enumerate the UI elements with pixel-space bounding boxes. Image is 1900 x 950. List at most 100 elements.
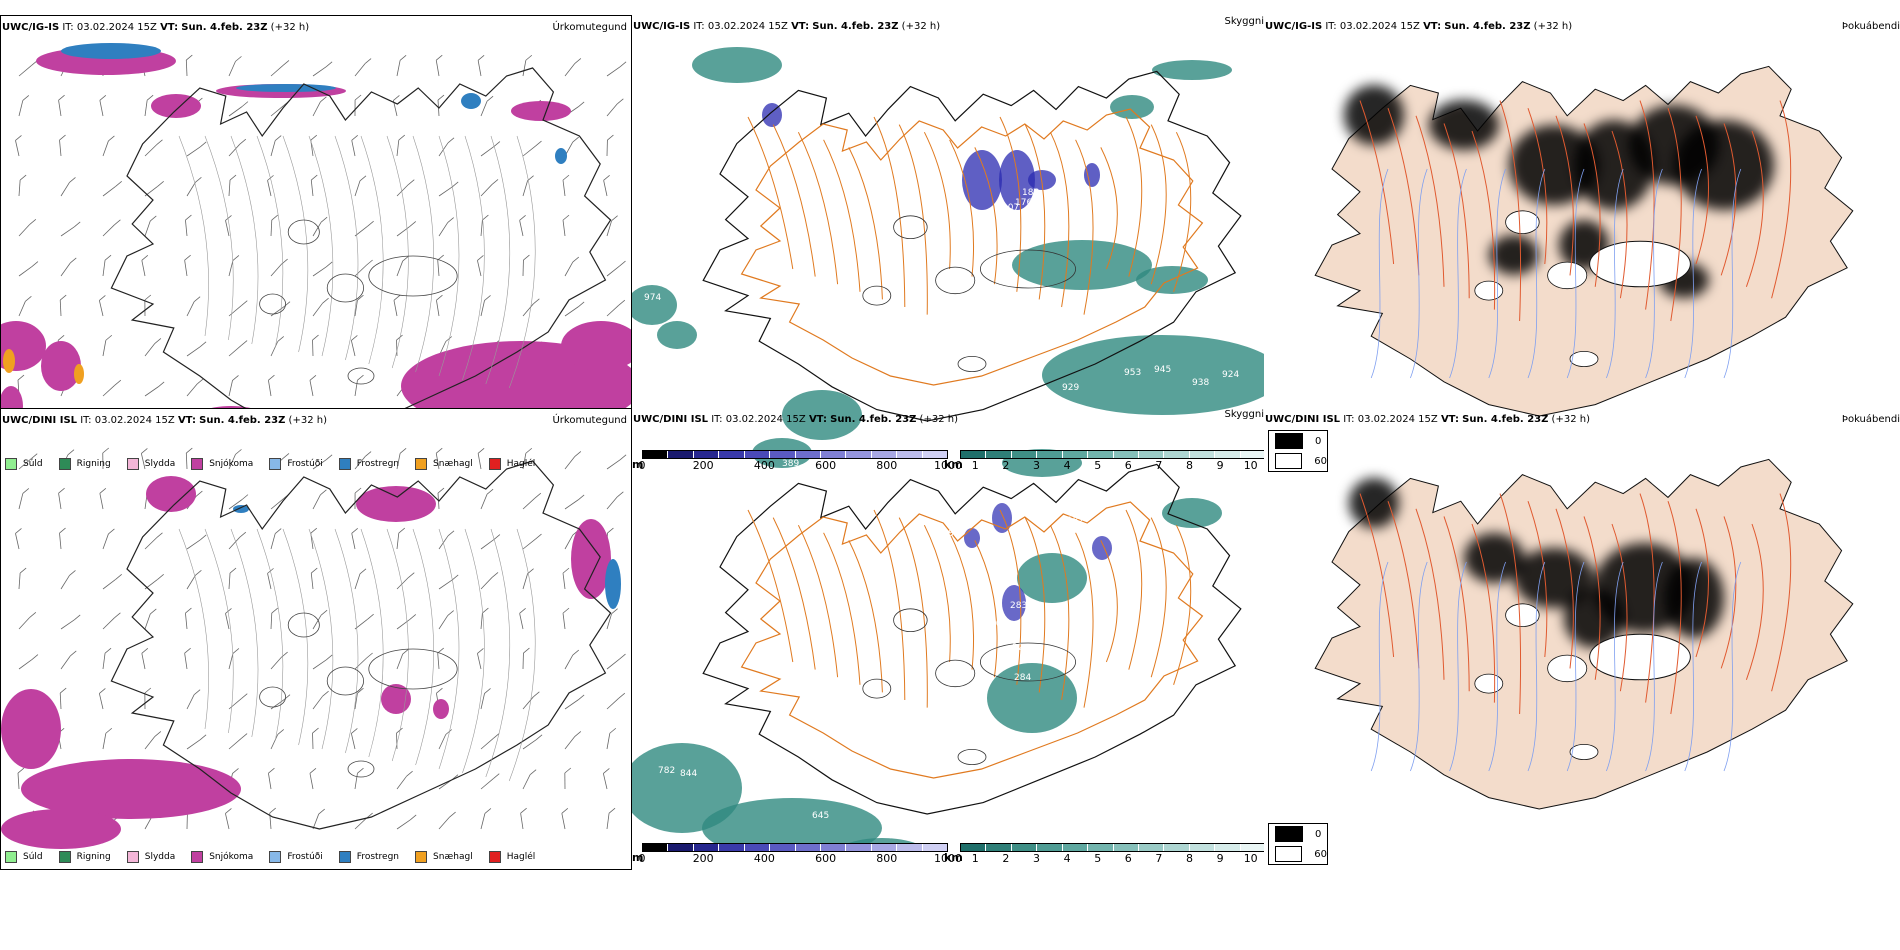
colorbar-cell (871, 844, 898, 851)
legend-swatch (269, 851, 282, 863)
colorbar-cell (1011, 844, 1038, 851)
colorbar-cell (693, 451, 720, 458)
legend-label: Frostregn (356, 852, 400, 862)
legend-label: Súld (23, 459, 43, 469)
legend-label: Haglél (506, 459, 536, 469)
legend-item: Slydda (126, 458, 176, 470)
colorbar-tick-label: 1000 (934, 852, 962, 865)
colorbar-cell (1113, 451, 1139, 458)
legend-swatch (126, 458, 139, 470)
fog-legend-item: 0 (1269, 824, 1327, 844)
visibility-value-label: 974 (644, 293, 661, 303)
legend-label: 0 (1315, 435, 1322, 447)
legend-swatch (58, 851, 71, 863)
colorbar-cell (897, 844, 923, 851)
legend-item: Snjókoma (191, 851, 253, 863)
colorbar-cell (795, 844, 821, 851)
legend-label: Snjókoma (209, 459, 254, 469)
panel-parameter-label: Úrkomutegund (552, 22, 627, 33)
legend-swatch (5, 458, 17, 470)
colorbar-tick-label: 0 (638, 852, 646, 865)
precip-type-legend: Súld Rigning Slydda Snjókoma Frostúði Frostre… (5, 458, 551, 470)
colorbar-tick-label: 400 (753, 852, 775, 865)
legend-swatch (415, 458, 428, 470)
colorbar-tick-label: 3 (1033, 852, 1040, 865)
visibility-value-label: 107 (1002, 203, 1019, 213)
colorbar-tick-label: 0 (638, 459, 646, 472)
legend-swatch (1275, 826, 1303, 842)
visibility-value-label: 312 (730, 83, 747, 93)
colorbar-cell (1189, 451, 1216, 458)
colorbar-cell (1189, 844, 1216, 851)
colorbar-cell (1062, 844, 1089, 851)
colorbar-tick-label: 1000 (934, 459, 962, 472)
legend-label: Slydda (144, 459, 176, 469)
legend-item: Frostregn (338, 458, 399, 470)
colorbar-cell (846, 844, 872, 851)
legend-label: Slydda (144, 852, 176, 862)
colorbar-cell (719, 451, 745, 458)
panel-title: UWC/IG-IS IT: 03.02.2024 15Z VT: Sun. 4.… (633, 21, 941, 32)
legend-label: Rigning (76, 459, 111, 469)
colorbar-cell (719, 844, 745, 851)
colorbar-tick-label: 10 (1243, 852, 1258, 865)
colorbar-cell (986, 844, 1012, 851)
colorbar-tick-label: 10 (1243, 459, 1258, 472)
legend-swatch (488, 851, 501, 863)
legend-label: Frostúði (287, 459, 323, 469)
legend-swatch (191, 458, 204, 470)
panel-parameter-label: Skyggni (1224, 16, 1264, 27)
visibility-value-label: 645 (812, 811, 829, 821)
visibility-value-label: 182 (1067, 516, 1084, 526)
precip-type-panel: UWC/IG-IS IT: 03.02.2024 15Z VT: Sun. 4.… (0, 15, 632, 477)
legend-item: Súld (5, 458, 43, 470)
legend-label: Rigning (76, 852, 111, 862)
visibility-m-colorbar: 0 200 400 600 800 1000 (638, 450, 962, 472)
legend-swatch (191, 851, 204, 863)
colorbar-tick-label: 8 (1186, 852, 1193, 865)
fog-indicator-map (1314, 458, 1854, 810)
colorbar-cell (922, 844, 948, 851)
colorbar-cell (1164, 451, 1190, 458)
fog-legend: 0 60 (1268, 430, 1328, 472)
legend-label: Haglél (506, 852, 536, 862)
colorbar-cell (1062, 451, 1089, 458)
legend-label: 60 (1314, 455, 1327, 467)
legend-item: Rigning (58, 458, 111, 470)
legend-item: Snæhagl (415, 458, 473, 470)
visibility-value-label: 844 (680, 769, 697, 779)
fog-indicator-map (1314, 65, 1854, 417)
colorbar-tick-label: 7 (1155, 459, 1163, 472)
colorbar-cell (1037, 844, 1063, 851)
visibility-value-label: 782 (658, 766, 675, 776)
fog-legend-item: 60 (1269, 844, 1327, 864)
visibility-m-colorbar: 0 200 400 600 800 1000 (638, 843, 962, 865)
colorbar-tick-label: 8 (1186, 459, 1193, 472)
precip-type-legend: Súld Rigning Slydda Snjókoma Frostúði Frostre… (5, 851, 551, 863)
colorbar-cell (668, 451, 694, 458)
legend-swatch (269, 458, 282, 470)
colorbar-cell (1138, 451, 1165, 458)
panel-title: UWC/DINI ISL IT: 03.02.2024 15Z VT: Sun.… (1265, 414, 1590, 425)
colorbar-tick-label: 5 (1094, 852, 1102, 865)
legend-swatch (5, 851, 17, 863)
colorbar-cell (1011, 451, 1038, 458)
visibility-value-label: 91 (715, 98, 726, 108)
colorbar-tick-label: 200 (692, 459, 714, 472)
visibility-value-label: 176 (1015, 198, 1032, 208)
visibility-value-label: 283 (1010, 601, 1027, 611)
colorbar-cell (668, 844, 694, 851)
legend-swatch (1275, 433, 1303, 449)
colorbar-tick-label: 2 (1002, 459, 1010, 472)
colorbar-unit-km: km (944, 851, 963, 864)
panel-parameter-label: Skyggni (1224, 409, 1264, 420)
forecast-row: UWC/DINI ISL IT: 03.02.2024 15Z VT: Sun.… (0, 408, 1900, 878)
colorbar-cell (1240, 844, 1264, 851)
visibility-value-label: 389 (782, 459, 799, 469)
legend-swatch (338, 458, 351, 470)
colorbar-cell (770, 451, 796, 458)
colorbar-cell (643, 451, 669, 458)
colorbar-unit-m: m (632, 458, 644, 471)
precip-type-panel: UWC/DINI ISL IT: 03.02.2024 15Z VT: Sun.… (0, 408, 632, 870)
